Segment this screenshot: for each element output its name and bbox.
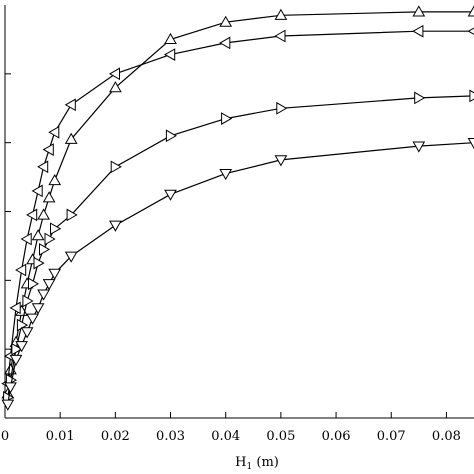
data-point xyxy=(9,301,21,315)
data-point xyxy=(467,27,474,35)
data-point xyxy=(15,263,27,277)
data-point xyxy=(276,101,288,115)
data-point xyxy=(31,184,43,198)
data-point xyxy=(414,91,426,105)
x-axis-title-main: H xyxy=(235,455,246,470)
axes: 0 0.01 0.02 0.03 0.04 0.05 0.06 0.07 0.08 xyxy=(1,5,474,444)
series-triangle-up xyxy=(1,5,474,399)
data-point xyxy=(165,129,178,143)
data-point xyxy=(48,125,60,139)
data-point xyxy=(31,229,45,241)
x-tick-label: 0.04 xyxy=(211,429,240,444)
data-point xyxy=(28,277,40,291)
x-axis-title-subscript: 1 xyxy=(247,462,253,472)
data-point xyxy=(37,208,50,220)
data-point xyxy=(39,243,51,256)
series-triangle-down xyxy=(1,138,474,411)
data-point xyxy=(110,160,122,174)
data-point xyxy=(64,132,78,144)
data-point xyxy=(31,303,45,315)
data-point xyxy=(64,98,76,112)
x-tick-label: 0.05 xyxy=(266,429,295,444)
x-axis-title-unit: (m) xyxy=(252,455,279,470)
data-point xyxy=(108,67,120,81)
data-point xyxy=(20,232,32,246)
data-point xyxy=(109,220,122,232)
data-point xyxy=(1,399,15,411)
data-point xyxy=(164,189,177,201)
series-layer xyxy=(1,5,474,411)
data-point xyxy=(469,89,474,103)
data-point xyxy=(163,48,176,61)
series-line xyxy=(7,142,474,405)
data-point xyxy=(274,155,288,167)
data-point xyxy=(412,24,424,38)
data-point xyxy=(11,342,23,356)
data-point xyxy=(44,232,56,246)
data-point xyxy=(48,268,62,280)
x-axis-title: H1 (m) xyxy=(235,455,279,472)
data-point xyxy=(48,173,62,186)
x-tick-label: 0.07 xyxy=(377,429,406,444)
data-point xyxy=(221,112,233,125)
data-point xyxy=(467,138,474,150)
data-point xyxy=(15,341,28,353)
x-tick-label: 0 xyxy=(1,429,9,444)
data-point xyxy=(467,5,474,17)
data-point xyxy=(164,32,177,44)
data-point xyxy=(4,382,17,394)
data-point xyxy=(37,289,50,301)
data-point xyxy=(26,313,39,325)
series-triangle-left xyxy=(1,24,474,390)
x-tick-label: 0.01 xyxy=(46,429,75,444)
data-point xyxy=(26,208,38,222)
x-tick-label: 0.02 xyxy=(101,429,130,444)
x-tick-label: 0.03 xyxy=(156,429,185,444)
data-point xyxy=(37,160,49,174)
data-point xyxy=(274,29,286,43)
data-point xyxy=(219,15,233,27)
data-point xyxy=(64,251,78,263)
data-point xyxy=(42,143,54,156)
data-point xyxy=(9,354,23,367)
data-point xyxy=(109,81,122,93)
data-point xyxy=(42,191,56,203)
data-point xyxy=(22,294,34,308)
data-point xyxy=(20,327,34,339)
data-point xyxy=(66,208,78,222)
data-point xyxy=(33,256,45,270)
data-point xyxy=(219,169,233,181)
series-triangle-right xyxy=(3,89,474,404)
data-point xyxy=(42,279,56,291)
data-point xyxy=(50,222,62,236)
x-tick-label: 0.08 xyxy=(432,429,461,444)
data-point xyxy=(219,36,231,50)
series-line xyxy=(7,95,474,398)
data-point xyxy=(412,141,426,153)
data-point xyxy=(274,8,288,20)
data-point xyxy=(412,5,426,17)
series-line xyxy=(7,11,474,394)
x-tick-label: 0.06 xyxy=(322,429,351,444)
